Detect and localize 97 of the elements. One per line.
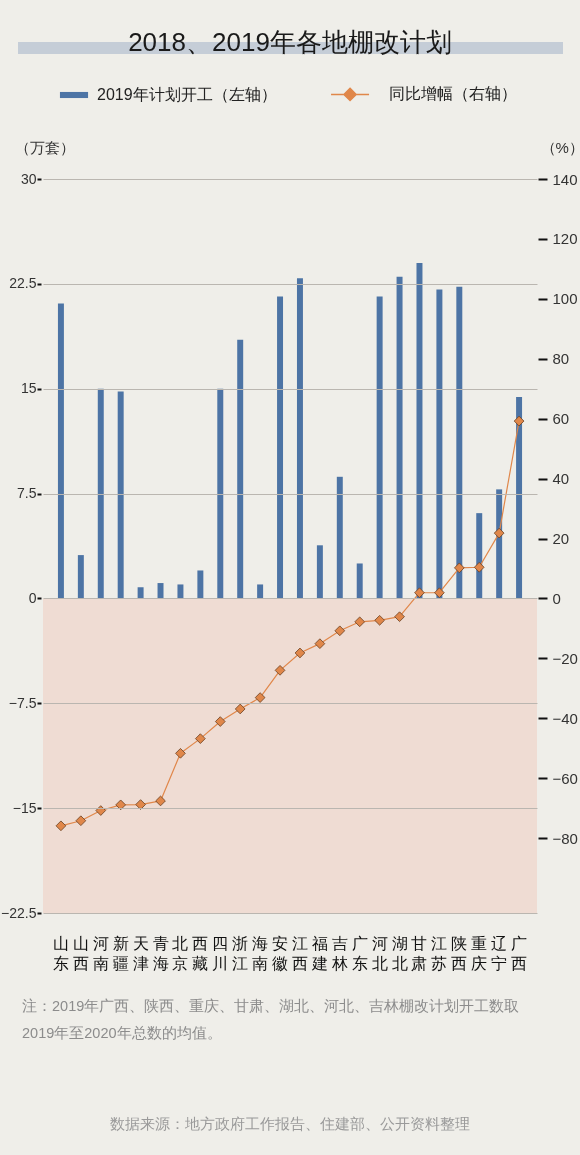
bar xyxy=(137,587,144,599)
y2-tick-label: −20 xyxy=(552,649,578,667)
point xyxy=(175,748,186,759)
bar xyxy=(416,262,423,599)
bar xyxy=(197,570,204,599)
point xyxy=(513,415,525,427)
y-tick-label: −22.5 xyxy=(1,904,37,921)
point xyxy=(55,820,67,832)
x-tick-label: 福建 xyxy=(310,934,328,972)
x-tick-label: 海南 xyxy=(252,934,269,972)
x-tick-label: 四川 xyxy=(212,934,229,972)
y-tick-label: 15 xyxy=(20,380,37,397)
y2-tick-label: 80 xyxy=(552,350,570,368)
x-tick-label: 陕西 xyxy=(451,934,468,972)
y2-tick-label: −40 xyxy=(552,709,578,727)
y2-tick-label: −60 xyxy=(552,769,578,787)
point xyxy=(135,799,146,810)
x-tick-label: 青海 xyxy=(152,934,169,972)
x-tick-label: 甘肃 xyxy=(411,934,428,972)
x-tick-label: 山西 xyxy=(72,934,89,972)
point xyxy=(394,611,405,622)
bar xyxy=(77,555,84,599)
point xyxy=(254,692,266,703)
bar xyxy=(396,276,403,599)
x-tick-label: 辽宁 xyxy=(491,934,508,972)
point xyxy=(294,647,306,659)
bar xyxy=(257,584,264,599)
point xyxy=(155,795,166,807)
y2-tick-label: 120 xyxy=(552,230,578,248)
point xyxy=(75,815,87,826)
point xyxy=(454,562,465,574)
x-tick-label: 安徽 xyxy=(272,934,289,972)
point xyxy=(215,716,226,727)
x-tick-label: 河北 xyxy=(371,934,388,972)
y-tick-label: 7.5 xyxy=(17,485,37,502)
y2-tick-label: 60 xyxy=(552,410,570,428)
bar xyxy=(316,545,323,599)
bar xyxy=(57,303,64,599)
point xyxy=(434,587,445,599)
y-tick-label: 0 xyxy=(28,589,37,606)
y2-tick-label: 40 xyxy=(552,470,570,488)
x-tick-label: 江苏 xyxy=(431,934,448,972)
bar xyxy=(277,296,284,599)
source-note: 数据来源：地方政府工作报告、住建部、公开资料整理 xyxy=(109,1115,471,1134)
x-tick-label: 广东 xyxy=(351,934,368,972)
bar xyxy=(516,397,523,599)
point xyxy=(354,616,365,628)
bar xyxy=(296,278,303,599)
x-tick-label: 吉林 xyxy=(330,934,348,972)
bar xyxy=(117,391,124,599)
bar xyxy=(217,388,224,599)
y2-axis-title: （%） xyxy=(540,138,580,156)
y2-tick-label: 20 xyxy=(552,530,570,548)
point xyxy=(195,733,206,744)
point xyxy=(314,638,326,649)
y2-tick-label: 0 xyxy=(552,589,561,607)
point xyxy=(493,527,505,539)
legend-label: 同比增幅（右轴） xyxy=(389,85,517,103)
x-tick-label: 浙江 xyxy=(232,934,249,972)
point xyxy=(95,805,107,816)
text: 注：2019年广西、陕西、重庆、甘肃、湖北、河北、吉林棚改计划开工数取2019年至2020年总数的均值。 xyxy=(22,997,521,1043)
point xyxy=(274,665,286,676)
x-tick-label: 重庆 xyxy=(471,934,488,972)
point xyxy=(234,703,246,715)
y2-tick-label: −80 xyxy=(552,829,578,847)
bar xyxy=(456,286,463,599)
x-tick-label: 山东 xyxy=(52,934,69,972)
x-tick-label: 北京 xyxy=(172,934,189,972)
legend-label: 2019年计划开工（左轴） xyxy=(97,86,277,103)
y2-tick-label: 100 xyxy=(552,290,578,308)
bar xyxy=(356,563,363,599)
point xyxy=(374,615,385,626)
x-tick-label: 天津 xyxy=(132,934,149,972)
x-tick-label: 江西 xyxy=(291,934,308,972)
point xyxy=(334,625,346,637)
point xyxy=(414,587,425,599)
bar xyxy=(376,296,383,599)
bar xyxy=(336,476,343,599)
x-tick-label: 广西 xyxy=(511,934,528,972)
x-tick-label: 西藏 xyxy=(192,934,209,972)
y-axis-title: （万套） xyxy=(14,138,75,156)
y2-tick-label: 140 xyxy=(552,170,578,188)
point xyxy=(115,799,126,811)
bar xyxy=(97,388,104,599)
x-tick-label: 新疆 xyxy=(112,934,129,972)
y-tick-label: −15 xyxy=(12,799,37,816)
y-tick-label: −7.5 xyxy=(8,694,37,711)
y-tick-label: 22.5 xyxy=(9,275,37,292)
point xyxy=(473,562,485,573)
y-tick-label: 30 xyxy=(20,170,37,187)
chart-title: 2018、2019年各地棚改计划 xyxy=(128,27,452,57)
bar xyxy=(157,583,164,599)
bar xyxy=(436,289,443,599)
bar xyxy=(237,339,244,599)
x-tick-label: 湖北 xyxy=(391,934,408,972)
x-tick-label: 河南 xyxy=(92,934,109,972)
bar xyxy=(177,584,184,599)
